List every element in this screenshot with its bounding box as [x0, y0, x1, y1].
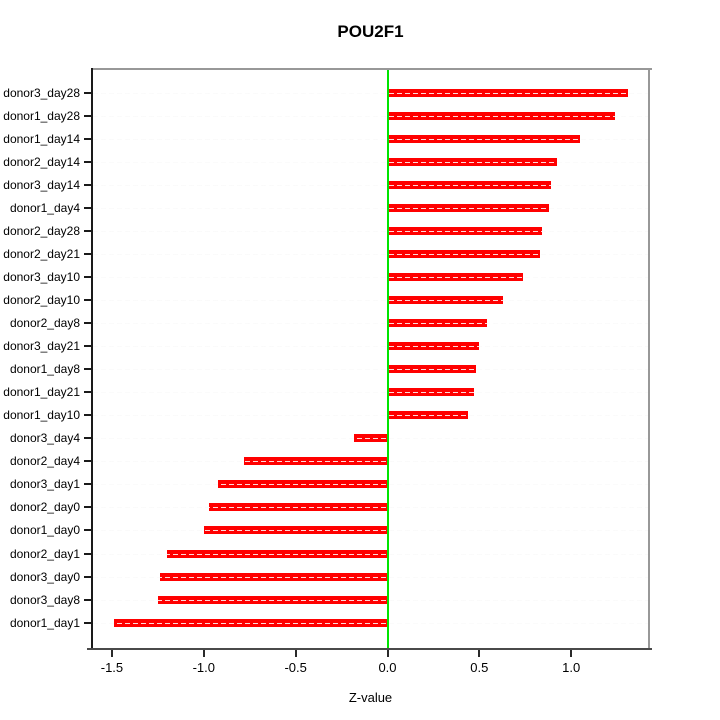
y-tick [84, 437, 92, 440]
plot-area [93, 70, 648, 648]
x-tick-label-0.5: 0.5 [470, 660, 489, 675]
y-tick [84, 529, 92, 532]
y-axis-label-donor3_day21: donor3_day21 [3, 339, 80, 354]
gridline-overlay [93, 276, 648, 278]
y-axis-label-donor3_day0: donor3_day0 [9, 569, 80, 584]
y-axis-label-donor1_day8: donor1_day8 [9, 362, 80, 377]
plot-box-right-border [648, 68, 650, 650]
y-axis-label-donor1_day28: donor1_day28 [3, 108, 80, 123]
y-axis-label-donor1_day1: donor1_day1 [9, 615, 80, 630]
gridline-overlay [93, 346, 648, 348]
y-axis-label-donor3_day28: donor3_day28 [3, 85, 80, 100]
y-axis-label-donor2_day0: donor2_day0 [9, 500, 80, 515]
gridline-overlay [93, 323, 648, 324]
y-tick [84, 506, 92, 509]
gridline-overlay [93, 230, 648, 232]
y-axis-label-donor2_day28: donor2_day28 [3, 223, 80, 238]
y-tick [84, 460, 92, 463]
plot-box-top-border [91, 68, 652, 70]
y-tick [84, 414, 92, 417]
gridline-overlay [93, 161, 648, 163]
y-tick [84, 598, 92, 601]
zero-reference-line [386, 70, 389, 648]
gridline-overlay [93, 138, 648, 140]
y-tick [84, 91, 92, 94]
y-axis-label-donor2_day4: donor2_day4 [9, 454, 80, 469]
gridline-overlay [93, 253, 648, 255]
y-tick [84, 160, 92, 163]
y-axis-label-donor2_day8: donor2_day8 [9, 316, 80, 330]
gridline-overlay [93, 599, 648, 601]
x-tick [202, 650, 205, 657]
y-axis-label-donor1_day10: donor1_day10 [3, 408, 80, 423]
y-tick [84, 391, 92, 394]
y-tick [84, 275, 92, 278]
x-tick-label--1.5: -1.5 [100, 660, 124, 675]
y-axis-label-donor1_day21: donor1_day21 [3, 385, 80, 400]
y-axis-label-donor1_day4: donor1_day4 [9, 200, 80, 215]
x-tick-label-1.0: 1.0 [562, 660, 581, 675]
x-axis-title: Z-value [348, 690, 393, 705]
y-axis-label-donor3_day8: donor3_day8 [9, 592, 80, 607]
gridline-overlay [93, 507, 648, 509]
x-tick [386, 650, 389, 657]
x-axis-line [87, 648, 652, 650]
gridline-overlay [93, 484, 648, 486]
y-tick [84, 206, 92, 209]
y-axis-label-donor2_day14: donor2_day14 [3, 154, 80, 169]
gridline-overlay [93, 299, 648, 301]
gridline-overlay [93, 553, 648, 555]
y-axis-label-donor3_day1: donor3_day1 [9, 477, 80, 492]
x-tick-label-0.0: 0.0 [378, 660, 397, 675]
y-axis-label-donor3_day14: donor3_day14 [3, 177, 80, 192]
y-axis-label-donor2_day10: donor2_day10 [3, 292, 80, 307]
y-tick [84, 483, 92, 486]
gridline-overlay [93, 438, 648, 440]
y-tick [84, 114, 92, 117]
chart-title: POU2F1 [337, 22, 404, 41]
gridline-overlay [93, 115, 648, 117]
y-tick [84, 137, 92, 140]
gridline-overlay [93, 184, 648, 186]
x-tick [294, 650, 297, 657]
y-tick [84, 345, 92, 348]
x-tick-label--0.5: -0.5 [284, 660, 307, 675]
y-axis-label-donor3_day10: donor3_day10 [3, 269, 80, 284]
y-tick [84, 552, 92, 555]
gridline-overlay [93, 92, 648, 94]
gridline-overlay [93, 369, 648, 371]
y-tick [84, 322, 92, 324]
x-tick-label--1.0: -1.0 [192, 660, 215, 675]
y-tick [84, 183, 92, 186]
gridline-overlay [93, 576, 648, 578]
y-tick [84, 368, 92, 371]
y-axis-label-donor2_day1: donor2_day1 [9, 546, 80, 561]
y-axis-label-donor2_day21: donor2_day21 [3, 246, 80, 261]
gridline-overlay [93, 415, 648, 417]
gridline-overlay [93, 207, 648, 209]
y-tick [84, 229, 92, 232]
gridline-overlay [93, 622, 648, 624]
x-tick [570, 650, 573, 657]
y-tick [84, 252, 92, 255]
gridline-overlay [93, 461, 648, 463]
y-axis-line [91, 68, 93, 650]
y-axis-label-donor1_day0: donor1_day0 [9, 523, 80, 538]
y-tick [84, 621, 92, 624]
gridline-overlay [93, 530, 648, 532]
y-tick [84, 298, 92, 301]
y-tick [84, 575, 92, 578]
gridline-overlay [93, 392, 648, 394]
y-axis-label-donor1_day14: donor1_day14 [3, 131, 80, 146]
x-tick [478, 650, 481, 657]
x-tick [110, 650, 113, 657]
y-axis-label-donor3_day4: donor3_day4 [9, 431, 80, 446]
